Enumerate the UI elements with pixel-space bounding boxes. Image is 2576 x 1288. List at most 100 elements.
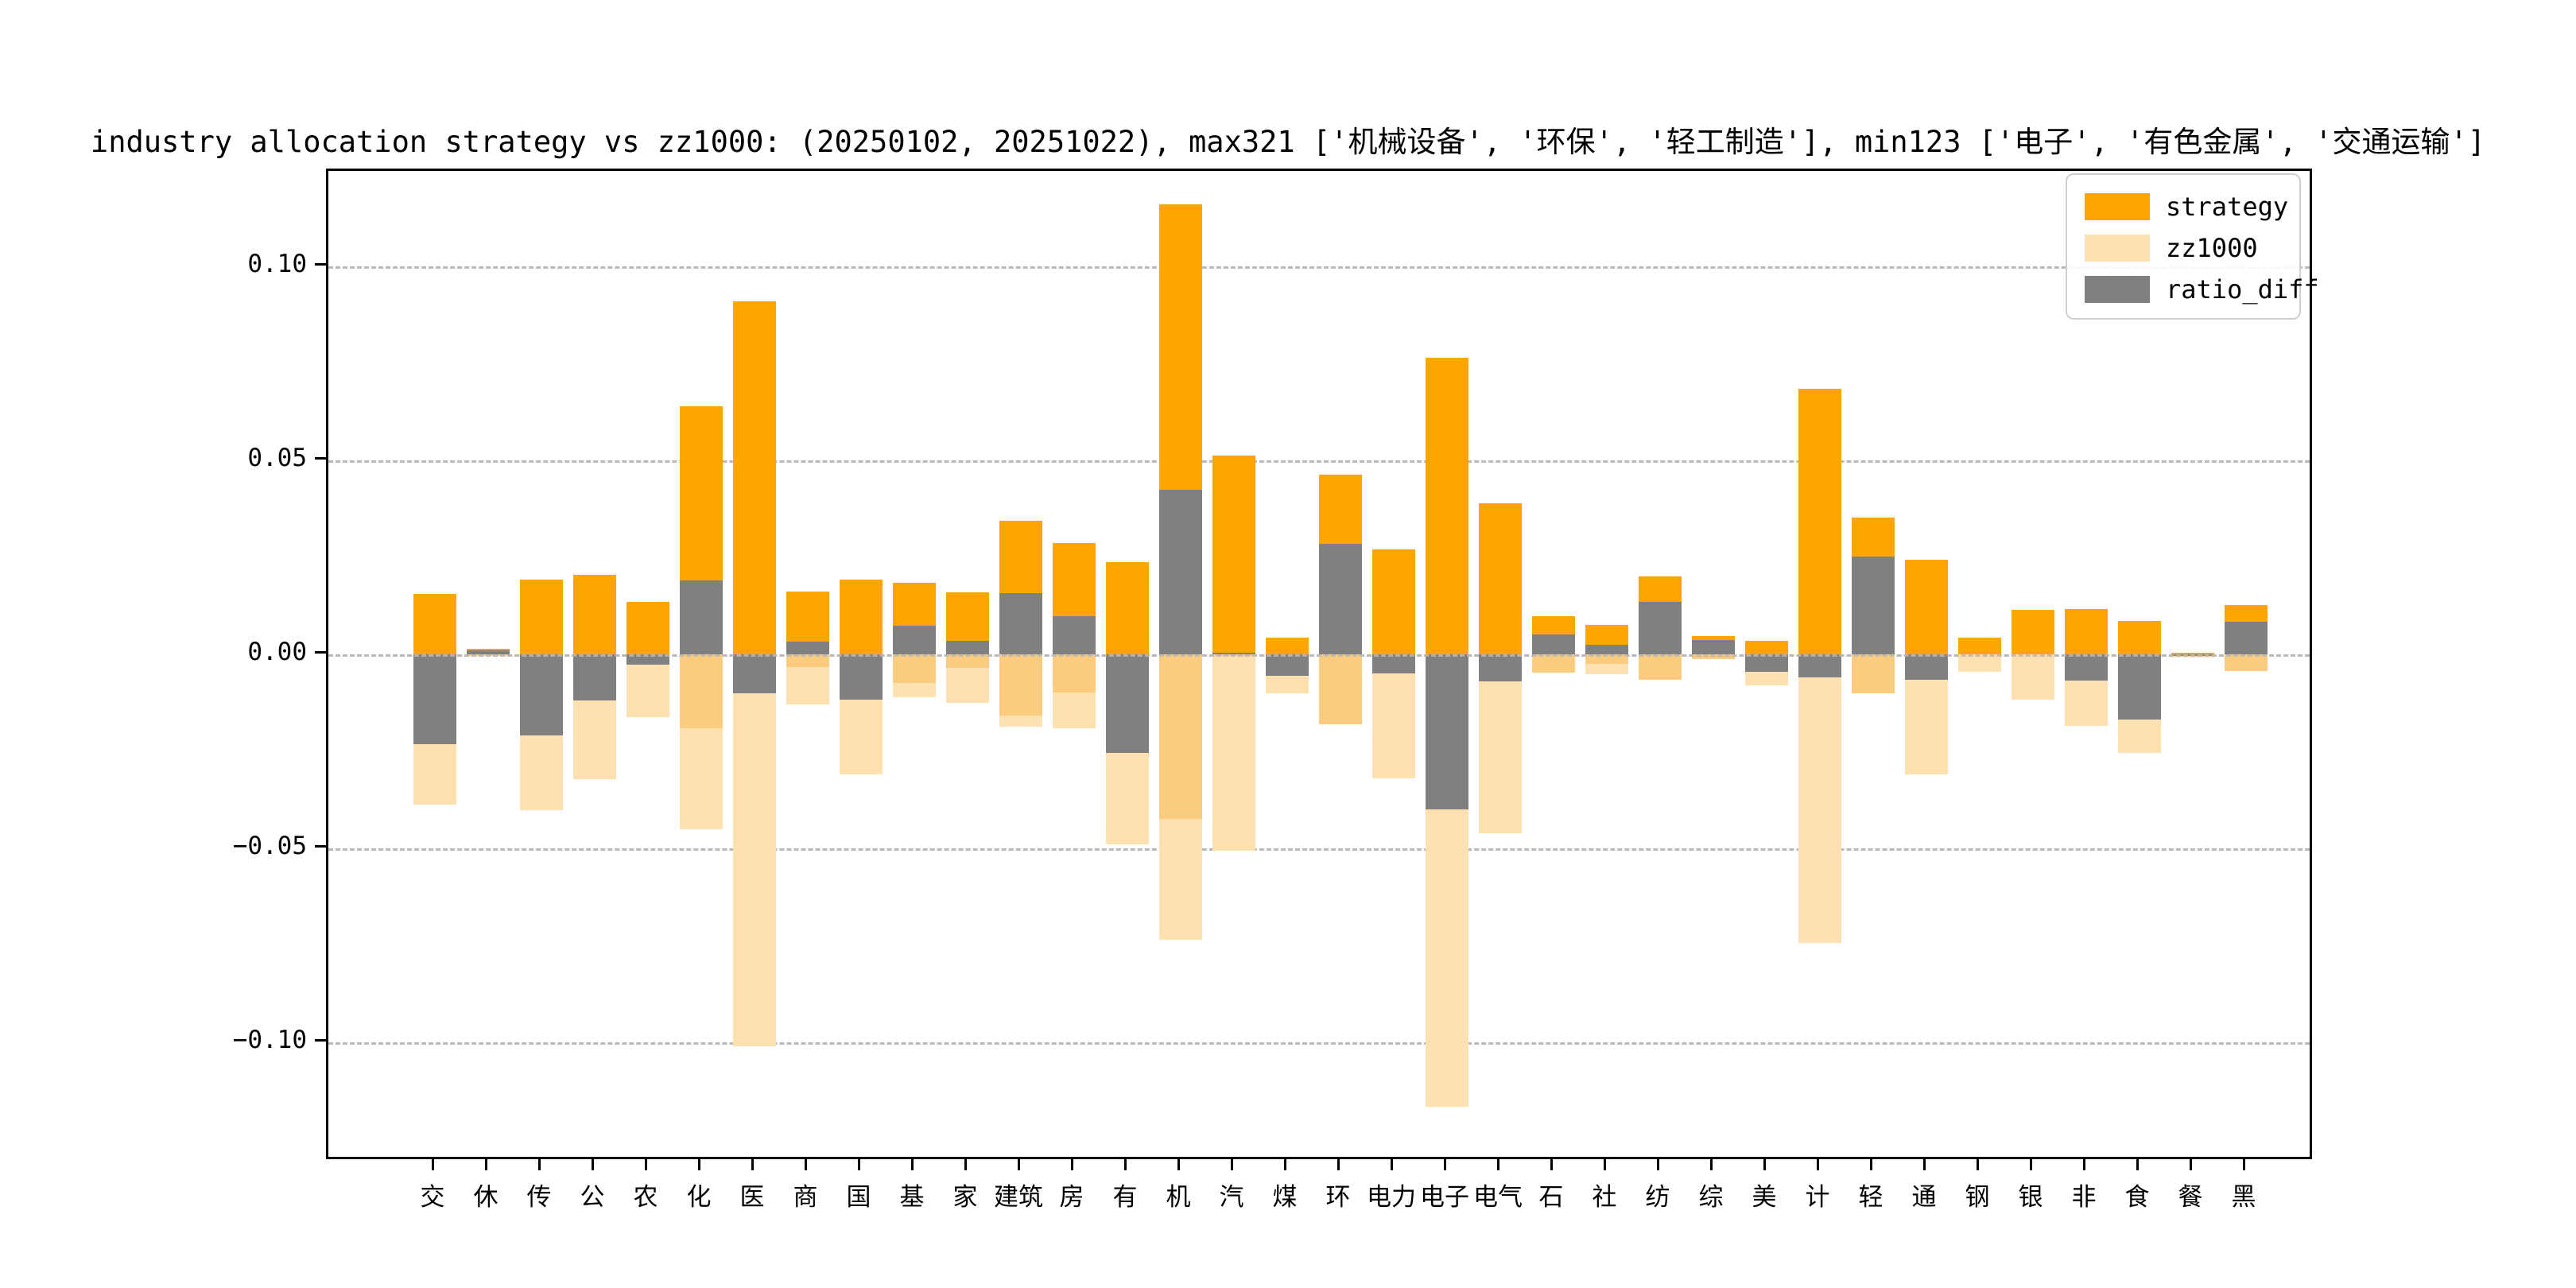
x-tick-mark-计 (1817, 1159, 1819, 1170)
bar-ratio-diff-汽 (1212, 652, 1255, 655)
x-tick-mark-石 (1550, 1159, 1553, 1170)
x-tick-label-石: 石 (1538, 1183, 1564, 1212)
bar-ratio-diff-机 (1159, 489, 1202, 655)
bar-ratio-diff-电子 (1426, 654, 1468, 810)
gridline-0.10 (328, 266, 2310, 270)
x-tick-mark-电气 (1497, 1159, 1499, 1170)
x-tick-mark-汽 (1231, 1159, 1233, 1170)
x-tick-mark-非 (2083, 1159, 2085, 1170)
x-tick-label-公: 公 (580, 1183, 605, 1212)
bar-overlap-家 (946, 654, 989, 668)
bar-strategy-医 (733, 301, 776, 655)
bar-zz1000-计 (1798, 654, 1841, 944)
bar-ratio-diff-农 (627, 654, 669, 665)
x-tick-mark-钢 (1977, 1159, 1979, 1170)
bar-ratio-diff-家 (946, 641, 989, 655)
bar-zz1000-农 (627, 654, 669, 718)
bar-strategy-汽 (1212, 456, 1255, 655)
bar-overlap-建筑 (999, 654, 1042, 716)
x-tick-mark-电力 (1391, 1159, 1393, 1170)
x-tick-label-综: 综 (1698, 1183, 1724, 1212)
bar-overlap-基 (893, 654, 936, 683)
bar-ratio-diff-美 (1745, 654, 1788, 672)
bar-ratio-diff-化 (680, 580, 723, 655)
y-tick-mark-0.05 (315, 457, 326, 460)
x-tick-mark-综 (1710, 1159, 1713, 1170)
bar-overlap-机 (1159, 654, 1202, 820)
y-tick-label-−0.10: −0.10 (232, 1026, 307, 1055)
bar-ratio-diff-非 (2065, 654, 2108, 681)
x-tick-label-电力: 电力 (1367, 1183, 1416, 1212)
bar-ratio-diff-商 (786, 642, 829, 655)
bar-ratio-diff-环 (1319, 544, 1362, 655)
bar-strategy-食 (2118, 621, 2161, 655)
x-tick-label-交: 交 (420, 1183, 445, 1212)
zero-line-overlay (328, 654, 2310, 658)
bar-zz1000-汽 (1212, 654, 1255, 852)
x-tick-mark-医 (751, 1159, 754, 1170)
x-tick-label-餐: 餐 (2178, 1183, 2203, 1212)
x-tick-mark-化 (698, 1159, 700, 1170)
bar-ratio-diff-电力 (1372, 654, 1415, 674)
x-tick-label-家: 家 (952, 1183, 978, 1212)
bar-overlap-黑 (2225, 654, 2268, 672)
legend-label-zz1000: zz1000 (2166, 233, 2258, 263)
x-tick-mark-建筑 (1018, 1159, 1020, 1170)
bar-ratio-diff-公 (573, 654, 616, 700)
x-tick-mark-纺 (1657, 1159, 1659, 1170)
bar-strategy-有 (1106, 562, 1149, 655)
x-tick-label-商: 商 (793, 1183, 818, 1212)
legend-swatch-strategy (2085, 193, 2150, 220)
y-tick-mark-−0.10 (315, 1039, 326, 1042)
bar-strategy-电子 (1426, 357, 1468, 655)
chart-title: industry allocation strategy vs zz1000: … (90, 125, 2486, 159)
bar-overlap-轻 (1852, 654, 1895, 693)
bar-zz1000-钢 (1958, 654, 2001, 672)
x-tick-label-汽: 汽 (1219, 1183, 1244, 1212)
y-tick-label-0.10: 0.10 (247, 250, 307, 279)
x-tick-label-房: 房 (1059, 1183, 1084, 1212)
x-tick-label-农: 农 (633, 1183, 658, 1212)
x-tick-mark-食 (2136, 1159, 2139, 1170)
x-tick-label-化: 化 (686, 1183, 712, 1212)
x-tick-mark-国 (858, 1159, 860, 1170)
bar-ratio-diff-社 (1585, 645, 1628, 655)
bar-zz1000-电力 (1372, 654, 1415, 779)
x-tick-label-社: 社 (1592, 1183, 1617, 1212)
bar-ratio-diff-纺 (1639, 602, 1682, 655)
x-tick-label-轻: 轻 (1858, 1183, 1884, 1212)
legend-item-ratio-diff: ratio_diff (2067, 269, 2319, 310)
x-tick-label-银: 银 (2018, 1183, 2043, 1212)
x-tick-mark-银 (2030, 1159, 2032, 1170)
x-tick-label-传: 传 (526, 1183, 552, 1212)
bar-ratio-diff-计 (1798, 654, 1841, 678)
x-tick-label-建筑: 建筑 (994, 1183, 1043, 1212)
y-tick-mark-0.10 (315, 263, 326, 266)
bar-overlap-房 (1053, 654, 1096, 692)
bar-strategy-美 (1745, 641, 1788, 655)
x-tick-mark-社 (1604, 1159, 1606, 1170)
bar-zz1000-医 (733, 654, 776, 1046)
x-tick-mark-黑 (2243, 1159, 2245, 1170)
x-tick-mark-机 (1177, 1159, 1180, 1170)
bar-overlap-化 (680, 654, 723, 728)
x-tick-mark-基 (911, 1159, 914, 1170)
bar-ratio-diff-通 (1905, 654, 1948, 681)
bar-ratio-diff-基 (893, 626, 936, 655)
x-tick-label-钢: 钢 (1965, 1183, 1990, 1212)
x-tick-mark-房 (1071, 1159, 1073, 1170)
bar-ratio-diff-有 (1106, 654, 1149, 753)
legend-swatch-zz1000 (2085, 235, 2150, 262)
bar-overlap-纺 (1639, 654, 1682, 680)
bar-ratio-diff-交 (413, 654, 456, 745)
legend-swatch-ratio-diff (2085, 276, 2150, 303)
y-tick-mark-−0.05 (315, 845, 326, 848)
bar-ratio-diff-电气 (1479, 654, 1522, 682)
gridline-−0.10 (328, 1042, 2310, 1046)
bar-strategy-钢 (1958, 637, 2001, 655)
x-tick-mark-美 (1763, 1159, 1766, 1170)
legend: strategy zz1000 ratio_diff (2066, 173, 2319, 320)
legend-item-zz1000: zz1000 (2067, 227, 2299, 269)
x-tick-label-电气: 电气 (1473, 1183, 1523, 1212)
bar-overlap-社 (1585, 654, 1628, 664)
